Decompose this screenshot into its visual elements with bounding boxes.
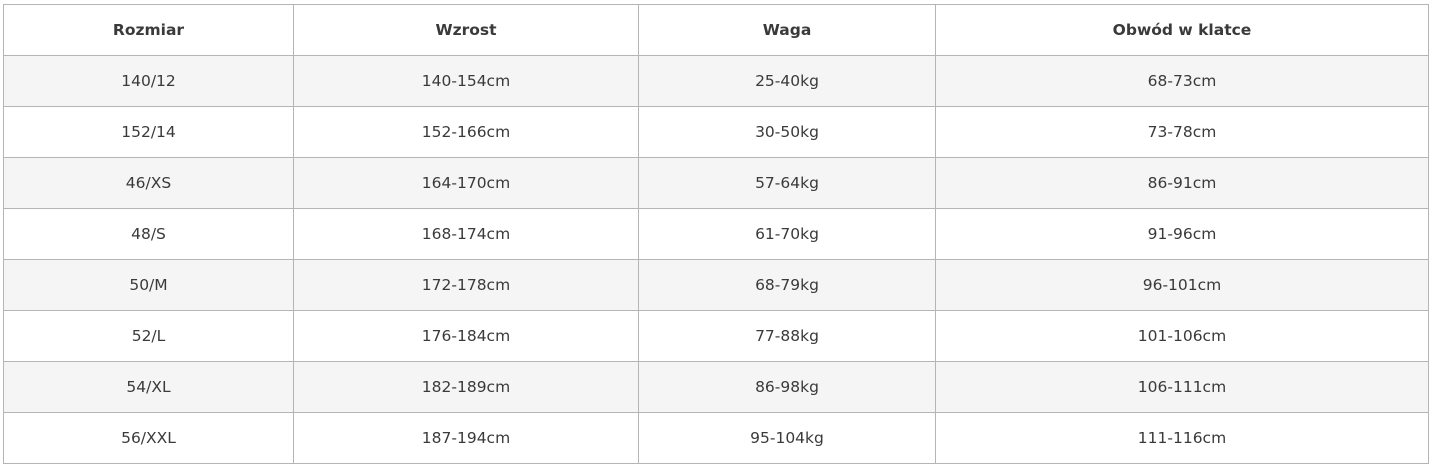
cell-chest: 101-106cm (935, 310, 1429, 362)
table-row: 52/L 176-184cm 77-88kg 101-106cm (3, 310, 1429, 362)
cell-chest: 91-96cm (935, 208, 1429, 260)
cell-chest: 106-111cm (935, 361, 1429, 413)
cell-size: 48/S (3, 208, 294, 260)
header-size: Rozmiar (3, 4, 294, 56)
cell-height: 172-178cm (293, 259, 639, 311)
table-row: 48/S 168-174cm 61-70kg 91-96cm (3, 208, 1429, 260)
cell-height: 176-184cm (293, 310, 639, 362)
cell-weight: 57-64kg (638, 157, 936, 209)
cell-chest: 73-78cm (935, 106, 1429, 158)
table-row: 152/14 152-166cm 30-50kg 73-78cm (3, 106, 1429, 158)
cell-size: 56/XXL (3, 412, 294, 464)
table-row: 56/XXL 187-194cm 95-104kg 111-116cm (3, 412, 1429, 464)
cell-height: 152-166cm (293, 106, 639, 158)
header-weight: Waga (638, 4, 936, 56)
cell-size: 140/12 (3, 55, 294, 107)
cell-weight: 25-40kg (638, 55, 936, 107)
cell-weight: 95-104kg (638, 412, 936, 464)
cell-height: 187-194cm (293, 412, 639, 464)
cell-weight: 68-79kg (638, 259, 936, 311)
cell-weight: 77-88kg (638, 310, 936, 362)
cell-size: 46/XS (3, 157, 294, 209)
table-row: 46/XS 164-170cm 57-64kg 86-91cm (3, 157, 1429, 209)
cell-chest: 68-73cm (935, 55, 1429, 107)
size-chart-table: Rozmiar Wzrost Waga Obwód w klatce 140/1… (3, 4, 1429, 464)
cell-weight: 61-70kg (638, 208, 936, 260)
cell-size: 52/L (3, 310, 294, 362)
cell-size: 50/M (3, 259, 294, 311)
cell-chest: 96-101cm (935, 259, 1429, 311)
cell-height: 164-170cm (293, 157, 639, 209)
cell-size: 152/14 (3, 106, 294, 158)
header-chest: Obwód w klatce (935, 4, 1429, 56)
table-row: 50/M 172-178cm 68-79kg 96-101cm (3, 259, 1429, 311)
table-row: 140/12 140-154cm 25-40kg 68-73cm (3, 55, 1429, 107)
cell-height: 168-174cm (293, 208, 639, 260)
table-row: 54/XL 182-189cm 86-98kg 106-111cm (3, 361, 1429, 413)
cell-weight: 30-50kg (638, 106, 936, 158)
cell-chest: 86-91cm (935, 157, 1429, 209)
cell-chest: 111-116cm (935, 412, 1429, 464)
cell-height: 182-189cm (293, 361, 639, 413)
cell-weight: 86-98kg (638, 361, 936, 413)
header-row: Rozmiar Wzrost Waga Obwód w klatce (3, 4, 1429, 56)
header-height: Wzrost (293, 4, 639, 56)
cell-height: 140-154cm (293, 55, 639, 107)
cell-size: 54/XL (3, 361, 294, 413)
